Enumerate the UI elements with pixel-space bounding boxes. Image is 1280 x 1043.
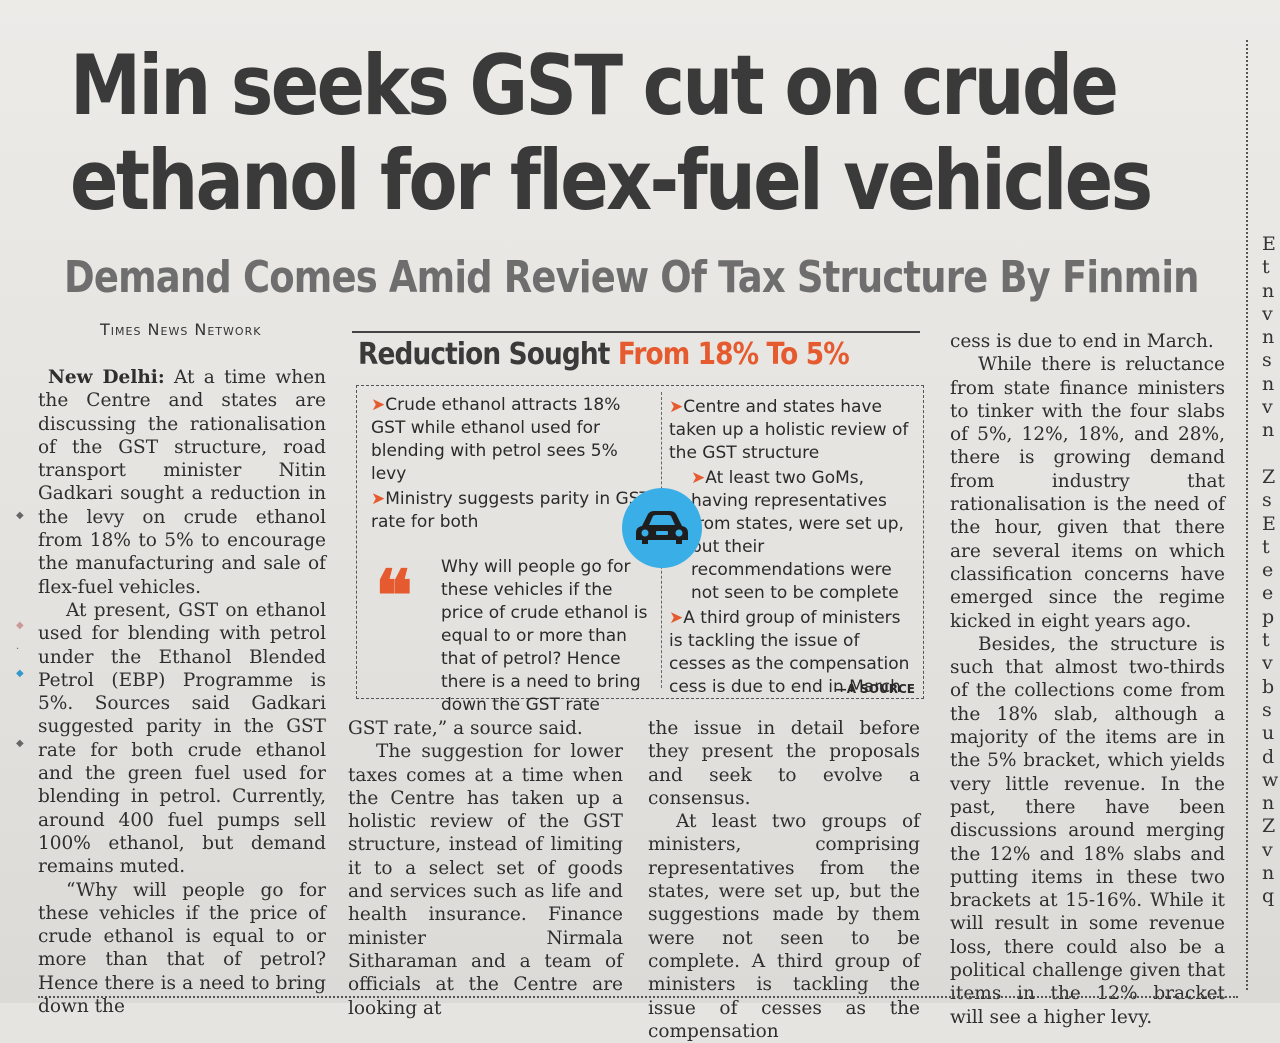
edge-letter: E [1262,232,1276,255]
factbox-body: ➤Crude ethanol attracts 18% GST while et… [356,385,924,715]
factbox-title: Reduction Sought From 18% To 5% [358,337,850,372]
edge-letter [1262,70,1280,93]
edge-letter: v [1262,652,1273,675]
edge-letter: v [1262,396,1273,419]
edge-letter [1262,186,1280,209]
edge-letter: n [1262,861,1275,884]
edge-letter: n [1262,279,1275,302]
margin-marks: ◆ ◆ · ◆ ◆ [16,510,24,749]
paragraph: Besides, the structure is such that almo… [950,633,1225,1028]
paragraph: “Why will people go for these vehicles i… [38,879,326,1018]
arrow-icon: ➤ [691,468,706,488]
edge-letter: e [1262,559,1274,582]
article-column-4: cess is due to end in March. While there… [950,330,1225,1029]
paragraph: At present, GST on ethanol used for blen… [38,599,326,878]
edge-letter [1262,116,1280,139]
factbox-right-column: ➤Centre and states have taken up a holis… [669,396,919,701]
factbox-point: ➤Crude ethanol attracts 18% GST while et… [371,395,621,484]
edge-letter: s [1262,698,1272,721]
factbox-point: ➤Centre and states have taken up a holis… [669,397,909,463]
edge-letter [1262,163,1280,186]
edge-letter: t [1262,256,1270,279]
headline-line-1: Min seeks GST cut on crude [70,37,1119,134]
dateline: New Delhi: [48,367,165,388]
arrow-icon: ➤ [669,608,684,628]
edge-letter [1262,47,1280,70]
paragraph: cess is due to end in March. [950,331,1214,352]
edge-letter: v [1262,302,1273,325]
factbox-point: ➤Ministry suggests parity in GST rate fo… [371,489,650,532]
edge-letter [1262,443,1280,466]
paragraph: GST rate,” a source said. [348,718,583,739]
headline-line-2: ethanol for flex-fuel vehicles [70,132,1153,229]
car-icon-graphic [636,511,688,544]
paragraph: At least two groups of ministers, compri… [648,811,920,1042]
edge-letter: p [1262,605,1275,628]
quote-icon: ❝ [375,554,413,637]
edge-letter [1262,0,1280,23]
paragraph: At a time when the Centre and states are… [38,367,326,598]
factbox-left-column: ➤Crude ethanol attracts 18% GST while et… [371,394,651,536]
column-rule [1246,40,1248,990]
edge-letter: e [1262,582,1274,605]
edge-letter: t [1262,535,1270,558]
factbox-title-dark: Reduction Sought [358,337,610,372]
edge-letter: n [1262,326,1275,349]
arrow-icon: ➤ [371,395,386,415]
edge-letter: Z [1262,465,1276,488]
edge-letter: n [1262,419,1275,442]
edge-letter [1262,140,1280,163]
edge-letter: q [1262,885,1275,908]
edge-letter: n [1262,792,1275,815]
edge-letter: n [1262,372,1275,395]
edge-letter: b [1262,675,1275,698]
article-column-3: the issue in detail before they present … [648,717,920,1043]
edge-letter: v [1262,838,1273,861]
subheadline: Demand Comes Amid Review Of Tax Structur… [64,252,1199,303]
edge-letter: E [1262,512,1276,535]
arrow-icon: ➤ [669,397,684,417]
byline: Times News Network [100,320,262,339]
edge-letter: s [1262,349,1272,372]
factbox-point: ➤A third group of ministers is tackling … [669,608,910,697]
article-column-1: New Delhi: At a time when the Centre and… [38,366,326,1018]
edge-letter: d [1262,745,1275,768]
factbox-point: ➤At least two GoMs, having representativ… [691,468,904,603]
paragraph: The suggestion for lower taxes comes at … [348,741,623,1019]
factbox-title-red: From 18% To 5% [617,337,850,372]
edge-letter: u [1262,722,1275,745]
headline: Min seeks GST cut on crude ethanol for f… [70,37,1153,229]
car-icon [622,488,702,568]
factbox-quote: Why will people go for these vehicles if… [441,557,648,715]
paragraph: the issue in detail before they present … [648,718,920,809]
quote-source: —A SOURCE [834,682,915,696]
factbox: Reduction Sought From 18% To 5% ➤Crude e… [352,331,924,715]
edge-letter: w [1262,768,1279,791]
edge-letter: s [1262,489,1272,512]
edge-letter [1262,93,1280,116]
bottom-rule [38,996,1238,998]
article-column-2: GST rate,” a source said. The suggestion… [348,717,623,1020]
arrow-icon: ➤ [371,489,386,509]
paragraph: While there is reluctance from state fin… [950,354,1225,632]
edge-letter: Z [1262,815,1276,838]
edge-letter [1262,23,1280,46]
edge-letter [1262,210,1280,233]
edge-letter: t [1262,629,1270,652]
